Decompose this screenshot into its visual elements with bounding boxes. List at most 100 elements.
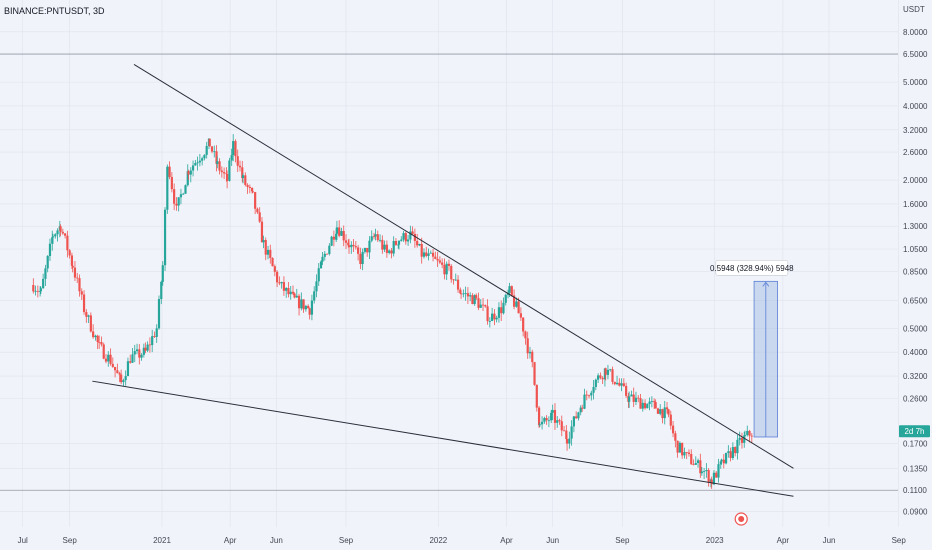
- candle: [528, 346, 532, 359]
- candle: [124, 370, 127, 386]
- candle: [522, 317, 525, 337]
- trendline-upper[interactable]: [133, 63, 794, 469]
- candle-body: [153, 336, 156, 337]
- candle: [447, 259, 451, 271]
- candle: [100, 336, 103, 347]
- candle-body: [100, 342, 103, 345]
- candle-body: [264, 240, 267, 255]
- candle-body: [497, 307, 501, 318]
- candle: [543, 416, 546, 424]
- candle-body: [731, 447, 734, 458]
- candle: [173, 183, 176, 211]
- candle: [661, 408, 664, 424]
- candle-body: [335, 233, 338, 240]
- candle-body: [622, 383, 625, 386]
- candle: [51, 230, 54, 251]
- candle-body: [300, 299, 303, 309]
- candle-body: [628, 396, 631, 402]
- candle: [300, 292, 303, 311]
- candle: [304, 304, 307, 312]
- candle-body: [648, 401, 651, 405]
- candle: [332, 230, 335, 247]
- candle: [177, 197, 180, 212]
- time-tick-label: 2021: [153, 536, 171, 545]
- measure-tool[interactable]: 0.5948 (328.94%) 5948: [710, 260, 794, 438]
- candle-body: [135, 349, 139, 352]
- candle: [454, 273, 457, 281]
- candle-body: [681, 442, 684, 456]
- candle-body: [187, 171, 190, 175]
- current-price-tag[interactable]: [899, 425, 930, 438]
- horizontal-levels[interactable]: [0, 53, 898, 491]
- price-tick-label: 0.2600: [903, 394, 928, 403]
- candle: [372, 232, 376, 240]
- candle-body: [111, 363, 114, 367]
- candle-body: [500, 307, 503, 314]
- candle: [307, 304, 310, 309]
- candle: [376, 230, 379, 242]
- price-tick-label: 1.3000: [903, 222, 928, 231]
- candle: [361, 248, 364, 271]
- symbol-label[interactable]: BINANCE:PNTUSDT, 3D: [4, 6, 105, 16]
- candle: [113, 366, 117, 378]
- candle: [715, 470, 718, 478]
- chart-extras: [734, 512, 748, 526]
- candle: [676, 440, 679, 458]
- candle: [431, 249, 435, 262]
- candle: [328, 243, 331, 256]
- candle: [266, 245, 270, 260]
- candle: [648, 397, 651, 411]
- candle-body: [109, 354, 112, 364]
- candle: [553, 403, 557, 431]
- candle: [297, 293, 301, 316]
- candle-body: [565, 439, 569, 444]
- candle-body: [707, 470, 710, 483]
- candle-body: [641, 402, 644, 409]
- candle-body: [431, 252, 435, 257]
- candle-body: [667, 409, 670, 415]
- candle: [707, 468, 710, 487]
- time-axis[interactable]: Jul Sep 2021 Apr Jun Sep 2022 Apr Jun Sep 2023 Apr J…: [18, 536, 907, 545]
- candle-body: [392, 241, 395, 254]
- candle: [175, 197, 178, 211]
- candle-body: [568, 438, 571, 444]
- candle: [388, 249, 391, 255]
- candle: [416, 233, 419, 248]
- candle-body: [170, 176, 173, 190]
- candle-body: [528, 351, 532, 354]
- candle: [236, 149, 239, 172]
- candle-body: [80, 291, 83, 295]
- price-axis[interactable]: USDT 8.0000 6.5000 5.0000 4.0000 3.2000 2.6000…: [899, 5, 930, 517]
- candle-body: [397, 240, 401, 245]
- trendlines[interactable]: [92, 63, 794, 497]
- candle: [118, 371, 121, 383]
- candle: [319, 260, 323, 269]
- candle-body: [486, 306, 489, 322]
- candle-body: [372, 236, 376, 238]
- candle-body: [422, 252, 426, 257]
- candle: [609, 368, 612, 372]
- trendline-lower[interactable]: [92, 380, 794, 497]
- price-tick-label: 1.0500: [903, 245, 928, 254]
- candle-body: [54, 234, 57, 237]
- candle-body: [293, 293, 296, 298]
- candle: [321, 252, 324, 265]
- candle-body: [537, 407, 541, 426]
- candle: [622, 378, 625, 388]
- candle-body: [51, 237, 54, 244]
- candle-body: [256, 208, 259, 213]
- candle-body: [720, 459, 723, 462]
- candle: [632, 387, 635, 408]
- candle: [663, 400, 666, 425]
- candle-body: [342, 231, 345, 241]
- candle-body: [462, 293, 465, 295]
- candle-body: [556, 420, 559, 423]
- candle: [502, 297, 505, 315]
- candle-body: [107, 354, 110, 362]
- candle-body: [443, 264, 446, 275]
- candle: [82, 290, 86, 315]
- candle: [104, 354, 108, 364]
- candle-body: [92, 331, 95, 338]
- candle-body: [560, 421, 563, 431]
